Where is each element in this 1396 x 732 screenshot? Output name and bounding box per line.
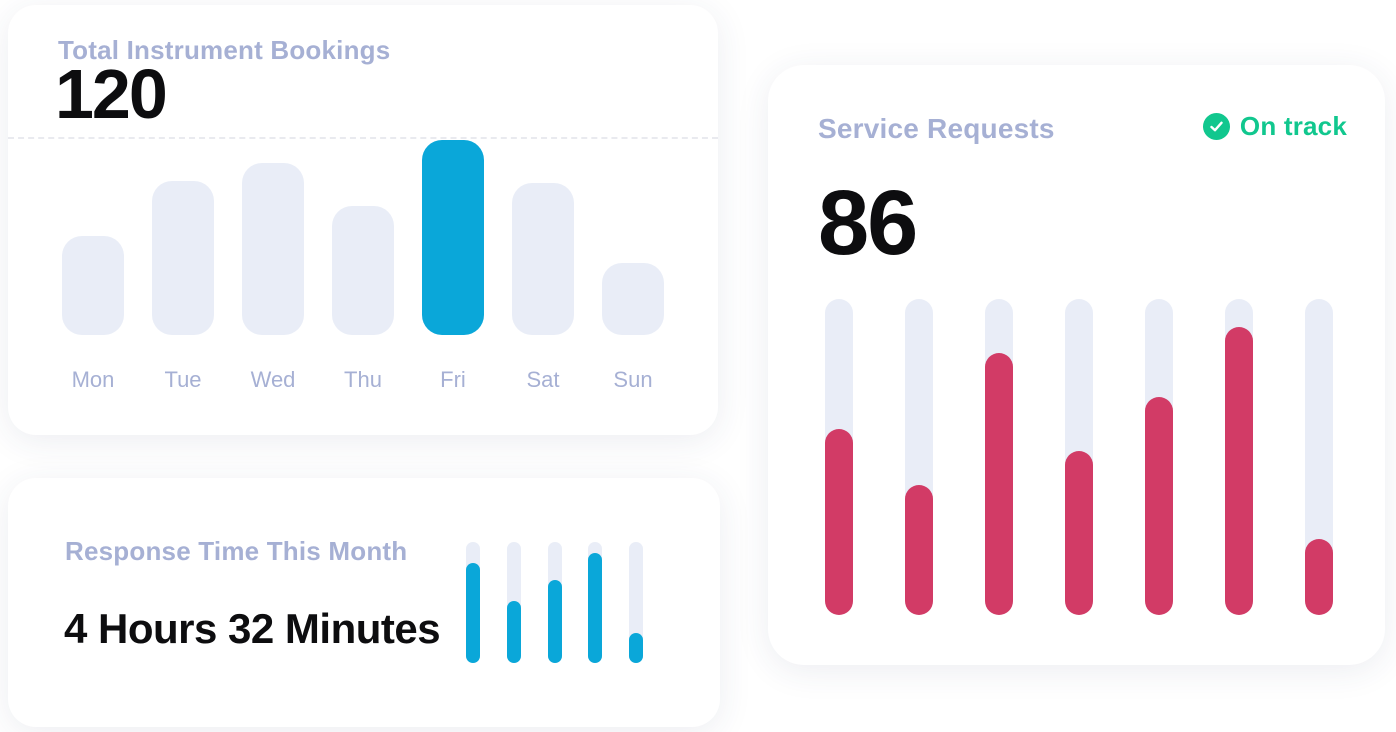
day-label-tue: Tue: [164, 367, 202, 392]
response-time-mini-track-2: [506, 542, 521, 663]
response-time-mini-fill-3: [547, 579, 562, 663]
response-time-mini-track-4: [588, 542, 603, 663]
bookings-day-labels: Mon Tue Wed Thu Fri Sat Sun: [62, 367, 664, 393]
response-time-mini-track-3: [547, 542, 562, 663]
check-circle-icon: [1202, 113, 1230, 140]
service-requests-progress-fill-6: [1225, 327, 1253, 615]
bookings-bar-sat: [512, 183, 574, 335]
bookings-bar-thu: [332, 206, 394, 335]
service-requests-progress-track-3: [985, 299, 1013, 615]
bookings-bar-mon: [62, 236, 124, 335]
bookings-bar-tue: [152, 181, 214, 335]
response-time-mini-fill-1: [466, 562, 480, 663]
service-requests-progress-track-4: [1065, 299, 1093, 615]
service-requests-progress-fill-7: [1305, 539, 1333, 615]
response-time-mini-fill-2: [506, 601, 521, 663]
bookings-bar-wed: [242, 163, 304, 335]
service-requests-progress-track-5: [1145, 299, 1173, 615]
service-requests-value: 86: [818, 172, 918, 274]
service-requests-progress-track-2: [905, 299, 933, 615]
service-requests-progress-fill-4: [1065, 450, 1093, 615]
response-time-title: Response Time This Month: [65, 536, 408, 566]
service-requests-progress-fill-2: [905, 485, 933, 615]
day-label-sat: Sat: [526, 367, 560, 392]
bookings-bar-sun: [602, 263, 664, 335]
bookings-bar-fri: [422, 140, 484, 335]
day-label-wed: Wed: [250, 367, 296, 392]
service-requests-title: Service Requests: [818, 113, 1055, 144]
service-requests-progress-fill-3: [985, 352, 1013, 615]
service-requests-progress-fill-1: [825, 428, 853, 615]
response-time-mini-track-5: [629, 542, 643, 663]
service-requests-progress-fill-5: [1145, 396, 1173, 615]
day-label-sun: Sun: [613, 367, 653, 392]
response-time-mini-chart: [466, 542, 643, 663]
service-requests-progress-track-7: [1305, 299, 1333, 615]
on-track-badge: On track: [1202, 111, 1347, 142]
day-label-fri: Fri: [440, 367, 466, 392]
bookings-card: Total Instrument Bookings 120 Mon Tue Wed T…: [8, 5, 718, 435]
bookings-title: Total Instrument Bookings: [58, 35, 391, 65]
dashed-threshold-line: [8, 137, 718, 139]
bookings-bar-chart: [62, 140, 664, 335]
service-requests-progress-track-1: [825, 299, 853, 615]
response-time-value: 4 Hours 32 Minutes: [64, 605, 441, 652]
service-requests-card: Service Requests On track 86: [768, 65, 1385, 665]
service-requests-progress-chart: [825, 299, 1333, 615]
response-time-mini-fill-4: [588, 552, 603, 663]
response-time-mini-track-1: [466, 542, 480, 663]
day-label-mon: Mon: [71, 367, 115, 392]
bookings-value: 120: [55, 55, 168, 133]
response-time-mini-fill-5: [629, 632, 643, 663]
service-requests-progress-track-6: [1225, 299, 1253, 615]
on-track-badge-label: On track: [1239, 111, 1347, 141]
day-label-thu: Thu: [344, 367, 382, 392]
response-time-card: Response Time This Month 4 Hours 32 Minu…: [8, 478, 720, 727]
